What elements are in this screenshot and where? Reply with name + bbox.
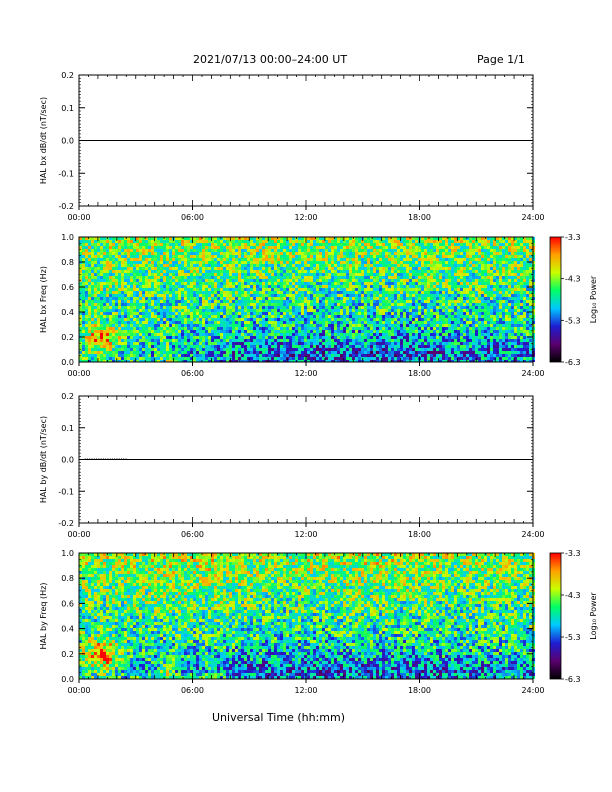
colorbar-tick-label: -3.3 xyxy=(565,549,581,558)
data-point xyxy=(109,458,111,460)
data-point xyxy=(93,458,95,460)
x-tick-label: 12:00 xyxy=(294,686,317,695)
data-point xyxy=(84,458,86,460)
by-spectrogram-colorbar xyxy=(549,552,562,680)
bx-spectrogram-colorbar xyxy=(549,236,562,363)
data-point xyxy=(118,458,120,460)
colorbar-tick-label: -5.3 xyxy=(565,316,581,325)
colorbar-tick-label: -4.3 xyxy=(565,275,581,284)
y-tick-label: 0.4 xyxy=(61,308,74,317)
y-tick-label: -0.1 xyxy=(58,487,74,496)
data-point xyxy=(100,458,102,460)
y-tick-label: 1.0 xyxy=(61,549,74,558)
y-tick-label: 0.0 xyxy=(61,456,74,465)
by-spectrogram-cells xyxy=(79,553,535,679)
x-tick-label: 00:00 xyxy=(67,369,90,378)
x-tick-label: 00:00 xyxy=(67,530,90,539)
x-axis-caption: Universal Time (hh:mm) xyxy=(212,711,345,724)
colorbar-tick-label: -4.3 xyxy=(565,591,581,600)
x-tick-label: 12:00 xyxy=(294,369,317,378)
y-tick-label: 0.2 xyxy=(61,392,74,401)
y-tick-label: 0.0 xyxy=(61,358,74,367)
x-tick-label: 24:00 xyxy=(521,686,544,695)
x-tick-label: 12:00 xyxy=(294,213,317,222)
x-tick-label: 18:00 xyxy=(408,213,431,222)
y-tick-label: 0.6 xyxy=(61,283,74,292)
y-tick-label: 1.0 xyxy=(61,233,74,242)
data-point xyxy=(86,458,88,460)
x-tick-label: 18:00 xyxy=(408,369,431,378)
x-tick-label: 12:00 xyxy=(294,530,317,539)
bx-dbdt-panel: 00:00 06:00 12:00 18:00 24:00 -0.2 -0.1 0.0 0.1 0… xyxy=(39,71,545,222)
x-tick-label: 06:00 xyxy=(181,686,204,695)
x-tick-label: 18:00 xyxy=(408,686,431,695)
data-point xyxy=(98,458,100,460)
y-tick-label: 0.2 xyxy=(61,71,74,80)
data-point xyxy=(91,458,93,460)
x-tick-label: 06:00 xyxy=(181,213,204,222)
data-point xyxy=(111,458,113,460)
colorbar-tick-label: -6.3 xyxy=(565,358,581,367)
y-tick-label: 0.6 xyxy=(61,599,74,608)
x-tick-label: 24:00 xyxy=(521,213,544,222)
y-tick-label: -0.2 xyxy=(58,519,74,528)
y-tick-label: 0.2 xyxy=(61,650,74,659)
data-point xyxy=(107,458,109,460)
x-tick-label: 24:00 xyxy=(521,369,544,378)
data-point xyxy=(123,458,125,460)
bx-spectrogram-panel: -3.3 -4.3 -5.3 -6.3 Log₁₀ Power 00:00 06:00 12:… xyxy=(39,233,598,378)
x-tick-label: 24:00 xyxy=(521,530,544,539)
bx-spectrogram-cells xyxy=(79,237,535,362)
data-point xyxy=(89,458,91,460)
by-spectrogram-panel: -3.3 -4.3 -5.3 -6.3 Log₁₀ Power 00:00 06:00 12:… xyxy=(39,549,598,695)
y-tick-label: -0.2 xyxy=(58,202,74,211)
colorbar-tick-label: -6.3 xyxy=(565,675,581,684)
by-spectrogram-ylabel: HAL by Freq (Hz) xyxy=(39,583,48,650)
y-tick-label: 0.1 xyxy=(61,104,74,113)
x-tick-label: 06:00 xyxy=(181,530,204,539)
colorbar-tick-label: -3.3 xyxy=(565,233,581,242)
data-point xyxy=(96,458,98,460)
data-point xyxy=(116,458,118,460)
x-tick-label: 06:00 xyxy=(181,369,204,378)
y-tick-label: 0.8 xyxy=(61,258,74,267)
data-point xyxy=(120,458,122,460)
colorbar-label: Log₁₀ Power xyxy=(589,592,598,640)
y-tick-label: -0.1 xyxy=(58,169,74,178)
y-tick-label: 0.8 xyxy=(61,574,74,583)
y-tick-label: 0.2 xyxy=(61,333,74,342)
by-dbdt-ylabel: HAL by dB/dt (nT/sec) xyxy=(39,416,48,503)
by-dbdt-panel: 00:00 06:00 12:00 18:00 24:00 -0.2 -0.1 0.0 0.1 0… xyxy=(39,392,545,539)
colorbar-tick-label: -5.3 xyxy=(565,633,581,642)
y-tick-label: 0.0 xyxy=(61,137,74,146)
y-tick-label: 0.1 xyxy=(61,424,74,433)
y-tick-label: 0.0 xyxy=(61,675,74,684)
data-point xyxy=(125,458,127,460)
x-tick-label: 00:00 xyxy=(67,213,90,222)
data-point xyxy=(105,458,107,460)
bx-spectrogram-ylabel: HAL bx Freq (Hz) xyxy=(39,266,48,333)
page-number: Page 1/1 xyxy=(477,53,525,66)
y-tick-label: 0.4 xyxy=(61,625,74,634)
x-tick-label: 18:00 xyxy=(408,530,431,539)
data-point xyxy=(114,458,116,460)
x-tick-label: 00:00 xyxy=(67,686,90,695)
data-point xyxy=(102,458,104,460)
colorbar-label: Log₁₀ Power xyxy=(589,275,598,323)
bx-dbdt-ylabel: HAL bx dB/dt (nT/sec) xyxy=(39,97,48,184)
page-title: 2021/07/13 00:00–24:00 UT xyxy=(193,53,348,66)
